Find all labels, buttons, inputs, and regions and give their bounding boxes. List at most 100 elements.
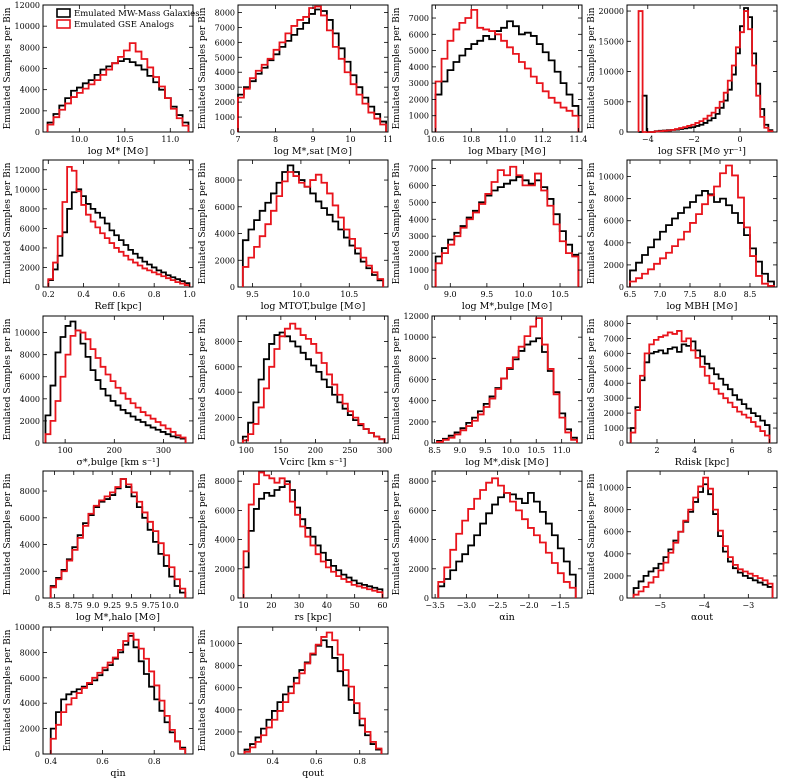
legend-swatch <box>56 8 71 18</box>
x-tick-label: 20 <box>266 601 276 610</box>
x-tick-label: −5 <box>654 601 666 610</box>
series-mw-mass-step-line <box>44 320 187 443</box>
series-mw-mass-step-line <box>436 337 578 443</box>
x-tick-label: −4 <box>642 135 654 144</box>
x-tick-label: 9.25 <box>103 601 121 610</box>
x-tick-label: 9.0 <box>454 446 467 455</box>
x-tick-label: 8.5 <box>428 446 441 455</box>
series-gse-step-line <box>237 5 388 132</box>
y-tick-label: 6000 <box>604 528 624 537</box>
y-tick-label: 10000 <box>210 640 235 649</box>
y-tick-label: 0 <box>424 594 429 603</box>
x-tick-label: 9.0 <box>87 601 100 610</box>
y-tick-label: 10000 <box>15 185 40 194</box>
y-tick-label: 4000 <box>409 397 429 406</box>
y-tick-label: 8000 <box>215 662 235 671</box>
x-tick-label: −1.5 <box>550 601 569 610</box>
y-axis-label: Emulated Samples per Bin <box>587 473 597 595</box>
histogram-panel-6: 9.5 10.0 10.5 0 2000 4000 6000 8000 log MTOT,bul… <box>198 159 389 312</box>
series-gse-step-line <box>434 8 580 132</box>
y-tick-label: 6000 <box>20 514 40 523</box>
y-tick-label: 2000 <box>215 256 235 265</box>
x-tick-label: 10.0 <box>161 601 179 610</box>
x-tick-label: 9 <box>310 135 315 144</box>
series-gse-step-line <box>46 42 190 132</box>
x-tick-label: 10.5 <box>527 446 545 455</box>
y-tick-label: 5000 <box>604 98 624 107</box>
y-tick-label: 8000 <box>215 337 235 346</box>
y-tick-label: 6000 <box>215 38 235 47</box>
y-tick-label: 4000 <box>215 68 235 77</box>
x-tick-label: 250 <box>342 446 357 455</box>
x-axis-label: Vcirc [km s⁻¹] <box>279 457 347 468</box>
y-tick-label: 0 <box>35 283 40 292</box>
x-axis-label: log M* [M⊙] <box>88 146 148 157</box>
y-tick-label: 4000 <box>604 379 624 388</box>
x-tick-label: 11.0 <box>553 446 571 455</box>
y-tick-label: 8000 <box>20 351 40 360</box>
y-tick-label: 10000 <box>599 484 624 493</box>
x-tick-label: 8.5 <box>744 290 757 299</box>
y-tick-label: 0 <box>35 594 40 603</box>
y-tick-label: 5000 <box>409 47 429 56</box>
x-tick-label: 1.0 <box>183 290 196 299</box>
y-axis-label: Emulated Samples per Bin <box>392 7 402 129</box>
x-axis-label: log Mbary [M⊙] <box>468 146 545 157</box>
axes-frame <box>431 315 583 444</box>
y-tick-label: 0 <box>230 594 235 603</box>
histogram-panel-18: 0.4 0.6 0.8 0 2000 4000 6000 8000 10000 qout Emula… <box>198 626 389 778</box>
x-axis-label: log SFR [M⊙ yr⁻¹] <box>658 146 746 157</box>
y-tick-label: 3000 <box>604 394 624 403</box>
y-tick-label: 7000 <box>604 334 624 343</box>
x-tick-label: 8 <box>273 135 278 144</box>
y-tick-label: 4000 <box>20 541 40 550</box>
legend-label: Emulated MW-Mass Galaxies <box>74 9 200 19</box>
x-tick-label: 60 <box>377 601 387 610</box>
y-axis-label: Emulated Samples per Bin <box>392 162 402 284</box>
x-tick-label: 100 <box>57 446 72 455</box>
y-tick-label: 6000 <box>215 684 235 693</box>
x-tick-label: 200 <box>107 446 122 455</box>
y-tick-label: 4000 <box>604 239 624 248</box>
x-tick-label: 11.4 <box>570 135 588 144</box>
y-tick-label: 0 <box>424 439 429 448</box>
legend-swatch <box>56 19 71 29</box>
x-tick-label: 200 <box>308 446 323 455</box>
y-tick-label: 2000 <box>409 95 429 104</box>
x-axis-label: Reff [kpc] <box>94 301 141 312</box>
y-tick-label: 0 <box>424 283 429 292</box>
x-tick-label: 100 <box>239 446 254 455</box>
x-tick-label: 0.6 <box>96 757 109 766</box>
y-axis-label: Emulated Samples per Bin <box>198 629 208 751</box>
x-axis-label: log M*,halo [M⊙] <box>76 612 160 623</box>
y-tick-label: 4000 <box>604 550 624 559</box>
y-tick-label: 12000 <box>15 166 40 175</box>
y-tick-label: 4000 <box>20 86 40 95</box>
y-tick-label: 6000 <box>215 363 235 372</box>
y-tick-label: 2000 <box>20 567 40 576</box>
y-tick-label: 0 <box>619 439 624 448</box>
x-axis-label: αin <box>499 612 515 623</box>
axes-frame <box>42 470 194 599</box>
x-tick-label: 11.0 <box>161 135 179 144</box>
axes-frame <box>626 315 778 444</box>
x-axis-label: log MBH [M⊙] <box>667 301 738 312</box>
axes-frame <box>237 159 389 288</box>
y-tick-label: 2000 <box>215 98 235 107</box>
y-tick-label: 20000 <box>599 7 624 16</box>
y-tick-label: 1000 <box>409 266 429 275</box>
series-mw-mass-step-line <box>437 492 577 598</box>
y-axis-label: Emulated Samples per Bin <box>3 162 13 284</box>
y-tick-label: 10000 <box>15 22 40 31</box>
y-tick-label: 10000 <box>15 329 40 338</box>
x-axis-label: log M*,bulge [M⊙] <box>462 301 552 312</box>
y-tick-label: 0 <box>230 439 235 448</box>
series-mw-mass-step-line <box>632 483 774 598</box>
y-tick-label: 6000 <box>20 674 40 683</box>
x-tick-label: −2 <box>688 135 700 144</box>
x-tick-label: 0.4 <box>77 290 90 299</box>
y-axis-label: Emulated Samples per Bin <box>587 318 597 440</box>
y-tick-label: 2000 <box>604 572 624 581</box>
y-tick-label: 6000 <box>409 506 429 515</box>
